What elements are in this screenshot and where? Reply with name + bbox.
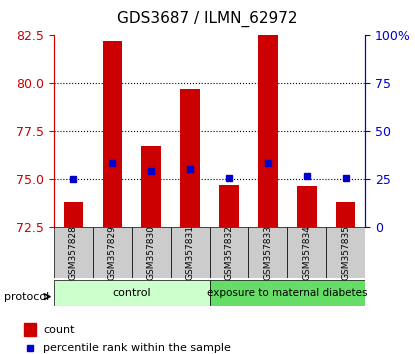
FancyBboxPatch shape [132,227,171,278]
Text: exposure to maternal diabetes: exposure to maternal diabetes [207,288,368,298]
Text: count: count [43,325,75,335]
Bar [103,41,122,227]
Bar [181,89,200,227]
FancyBboxPatch shape [249,227,287,278]
Text: control: control [112,288,151,298]
FancyBboxPatch shape [210,227,249,278]
Text: GSM357829: GSM357829 [108,225,117,280]
FancyBboxPatch shape [54,227,93,278]
Text: GSM357833: GSM357833 [264,225,272,280]
Bar [336,202,356,227]
Bar [219,184,239,227]
Text: GSM357831: GSM357831 [186,225,195,280]
Text: GSM357835: GSM357835 [341,225,350,280]
FancyBboxPatch shape [210,280,365,306]
Text: GSM357830: GSM357830 [147,225,156,280]
Text: protocol: protocol [4,292,49,302]
Bar [63,202,83,227]
Bar [24,323,36,336]
Bar [258,35,278,227]
FancyBboxPatch shape [93,227,132,278]
FancyBboxPatch shape [287,227,326,278]
Text: GSM357828: GSM357828 [69,225,78,280]
Text: GSM357832: GSM357832 [225,225,234,280]
Bar [142,146,161,227]
FancyBboxPatch shape [326,227,365,278]
FancyBboxPatch shape [171,227,210,278]
Text: GSM357834: GSM357834 [303,225,311,280]
FancyBboxPatch shape [54,280,210,306]
Text: GDS3687 / ILMN_62972: GDS3687 / ILMN_62972 [117,11,298,27]
Text: percentile rank within the sample: percentile rank within the sample [43,343,231,353]
Bar [297,187,317,227]
